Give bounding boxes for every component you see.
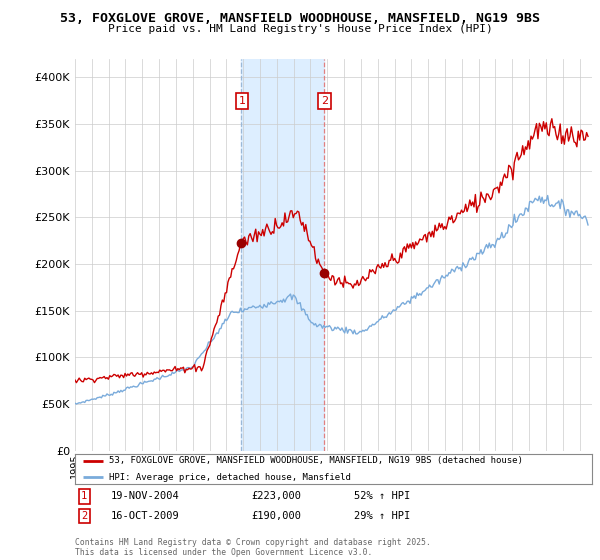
Text: 52% ↑ HPI: 52% ↑ HPI (354, 491, 410, 501)
Text: £190,000: £190,000 (251, 511, 301, 521)
Text: £223,000: £223,000 (251, 491, 301, 501)
Text: HPI: Average price, detached house, Mansfield: HPI: Average price, detached house, Mans… (109, 473, 350, 482)
Text: 16-OCT-2009: 16-OCT-2009 (111, 511, 180, 521)
Bar (241, 59, 324, 451)
Text: 1: 1 (81, 491, 88, 501)
Text: 19-NOV-2004: 19-NOV-2004 (111, 491, 180, 501)
Text: 53, FOXGLOVE GROVE, MANSFIELD WOODHOUSE, MANSFIELD, NG19 9BS: 53, FOXGLOVE GROVE, MANSFIELD WOODHOUSE,… (60, 12, 540, 25)
Text: 1: 1 (239, 96, 245, 106)
Text: Price paid vs. HM Land Registry's House Price Index (HPI): Price paid vs. HM Land Registry's House … (107, 24, 493, 34)
Text: 2: 2 (81, 511, 88, 521)
Text: 29% ↑ HPI: 29% ↑ HPI (354, 511, 410, 521)
Text: 53, FOXGLOVE GROVE, MANSFIELD WOODHOUSE, MANSFIELD, NG19 9BS (detached house): 53, FOXGLOVE GROVE, MANSFIELD WOODHOUSE,… (109, 456, 523, 465)
Text: Contains HM Land Registry data © Crown copyright and database right 2025.
This d: Contains HM Land Registry data © Crown c… (75, 538, 431, 557)
Text: 2: 2 (321, 96, 328, 106)
